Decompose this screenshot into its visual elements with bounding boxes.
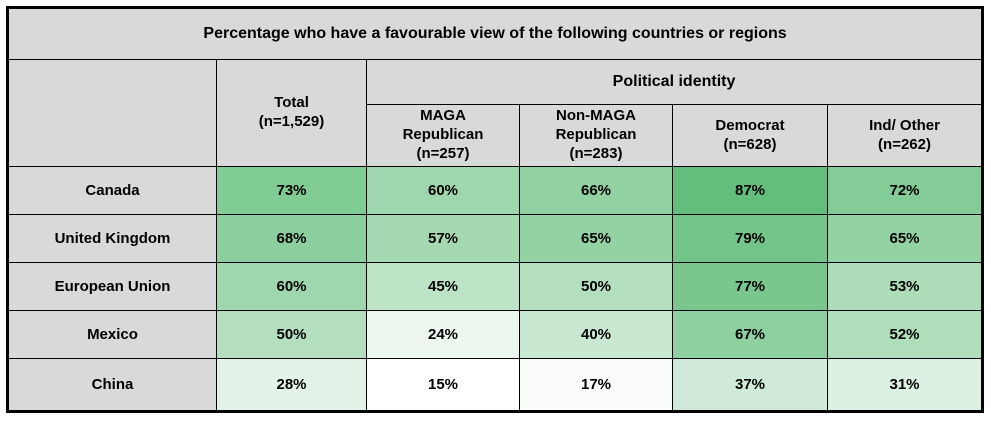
value-cell: 72% <box>826 166 984 215</box>
value-cell: 73% <box>216 166 367 215</box>
column-header-4: Ind/ Other (n=262) <box>826 104 984 167</box>
value-cell: 67% <box>672 310 828 359</box>
table-row: China 28% 15% 17% 37% 31% <box>7 358 984 412</box>
value-cell: 79% <box>672 214 828 263</box>
row-label: Canada <box>7 166 217 215</box>
group-header-political-identity: Political identity <box>365 59 984 105</box>
value-cell: 60% <box>216 262 367 311</box>
value-cell: 28% <box>216 358 367 412</box>
column-header-1: MAGA Republican (n=257) <box>366 104 520 167</box>
value-cell: 31% <box>826 358 984 412</box>
row-label: European Union <box>7 262 217 311</box>
table-row: United Kingdom 68% 57% 65% 79% 65% <box>7 214 984 263</box>
value-cell: 77% <box>672 262 828 311</box>
value-cell: 65% <box>519 214 673 263</box>
value-cell: 37% <box>672 358 828 412</box>
value-cell: 45% <box>366 262 520 311</box>
header-subcolumns-row: MAGA Republican (n=257) Non-MAGA Republican(… <box>8 104 984 167</box>
value-cell: 87% <box>672 166 828 215</box>
value-cell: 57% <box>366 214 520 263</box>
column-header-total: Total (n=1,529) <box>216 59 367 167</box>
header-group-row: Total (n=1,529) Political identity <box>7 59 984 167</box>
corner-cell <box>7 59 217 167</box>
favourability-table: Percentage who have a favourable view of… <box>6 6 985 413</box>
value-cell: 50% <box>519 262 673 311</box>
value-cell: 24% <box>366 310 520 359</box>
table-row: Mexico 50% 24% 40% 67% 52% <box>7 310 984 359</box>
row-label: Mexico <box>7 310 217 359</box>
column-header-3: Democrat (n=628) <box>672 104 828 167</box>
value-cell: 66% <box>519 166 673 215</box>
column-header-2: Non-MAGA Republican (n=283) <box>519 104 673 167</box>
table-row: Canada 73% 60% 66% 87% 72% <box>7 166 984 215</box>
table-row: European Union 60% 45% 50% 77% 53% <box>7 262 984 311</box>
table-body: Canada 73% 60% 66% 87% 72% United Kingdom 68% 57… <box>7 166 984 412</box>
value-cell: 65% <box>826 214 984 263</box>
row-label: China <box>7 358 217 412</box>
value-cell: 53% <box>826 262 984 311</box>
row-label: United Kingdom <box>7 214 217 263</box>
value-cell: 50% <box>216 310 367 359</box>
table-title: Percentage who have a favourable view of… <box>6 7 984 60</box>
title-row: Percentage who have a favourable view of… <box>6 7 984 60</box>
value-cell: 15% <box>366 358 520 412</box>
value-cell: 52% <box>826 310 984 359</box>
value-cell: 68% <box>216 214 367 263</box>
value-cell: 60% <box>366 166 520 215</box>
value-cell: 40% <box>519 310 673 359</box>
value-cell: 17% <box>519 358 673 412</box>
